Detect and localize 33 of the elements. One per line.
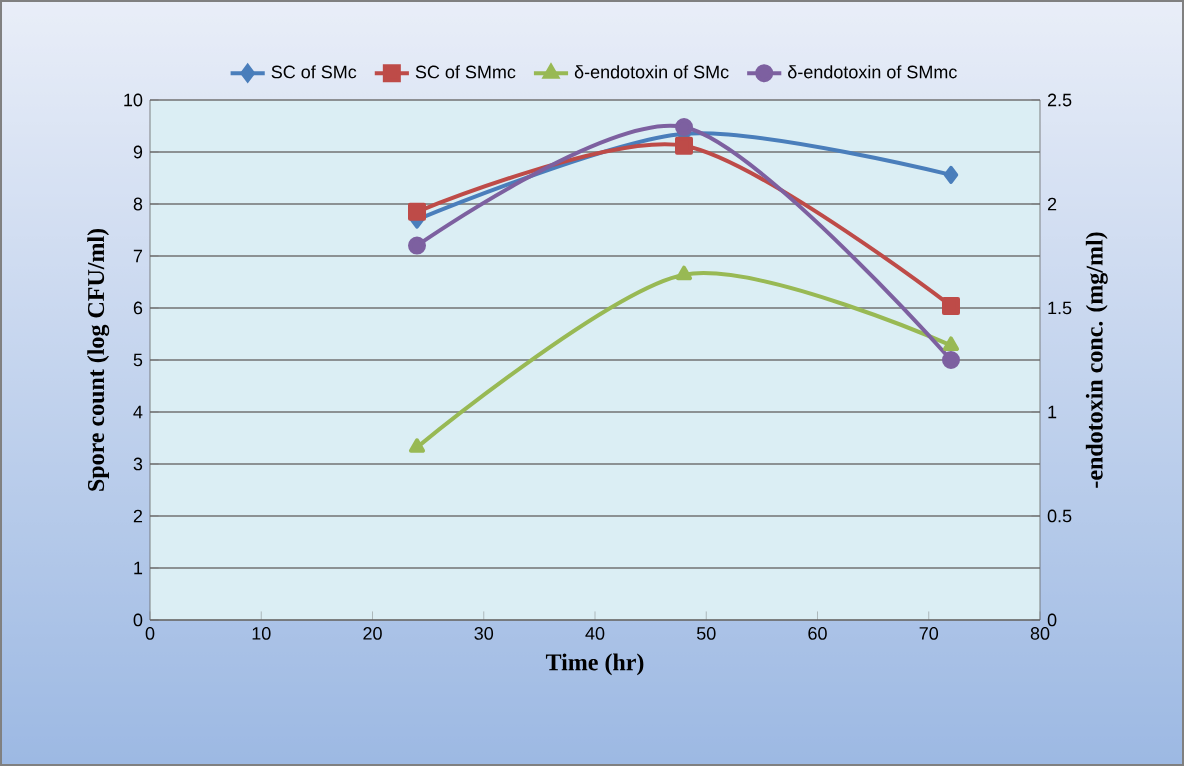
x-tick-label: 20: [363, 627, 382, 640]
y-tick-label: 7: [133, 249, 143, 263]
y-tick-label: 1: [134, 561, 143, 575]
x-tick-label: 0: [145, 627, 155, 640]
y-tick-label: 10: [124, 93, 143, 107]
y2-tick-label: 0.5: [1047, 509, 1072, 523]
y2-tick-label: 1: [1048, 405, 1057, 419]
legend-label: SC of SMmc: [415, 65, 516, 79]
x-tick-label: 40: [585, 627, 605, 640]
y-tick-label: 0: [133, 613, 143, 627]
x-tick-label: 50: [696, 627, 716, 640]
legend-label: δ-endotoxin of SMc: [574, 65, 729, 79]
x-tick-label: 80: [1030, 627, 1050, 640]
x-tick-label: 60: [808, 627, 827, 640]
y-tick-label: 6: [133, 301, 143, 315]
y-tick-label: 5: [133, 353, 143, 367]
y2-tick-label: 0: [1047, 613, 1057, 627]
x-axis-title: Time (hr): [545, 653, 644, 676]
y-tick-label: 3: [133, 457, 143, 471]
legend-label: SC of SMc: [271, 65, 357, 79]
y2-tick-label: 1.5: [1048, 301, 1072, 315]
y-tick-label: 2: [133, 509, 143, 523]
x-tick-label: 70: [919, 627, 939, 640]
y2-axis-title: -endotoxin conc. (mg/ml): [1085, 232, 1108, 488]
y-tick-label: 8: [133, 197, 143, 211]
y-axis-title: Spore count (log CFU/ml): [87, 228, 110, 491]
y2-tick-label: 2: [1047, 197, 1057, 211]
legend-label: δ-endotoxin of SMmc: [788, 65, 957, 79]
y-tick-label: 9: [133, 145, 143, 159]
y2-tick-label: 2.5: [1047, 93, 1072, 107]
x-tick-label: 10: [252, 627, 271, 640]
x-tick-label: 30: [474, 627, 494, 640]
y-tick-label: 4: [133, 405, 143, 419]
